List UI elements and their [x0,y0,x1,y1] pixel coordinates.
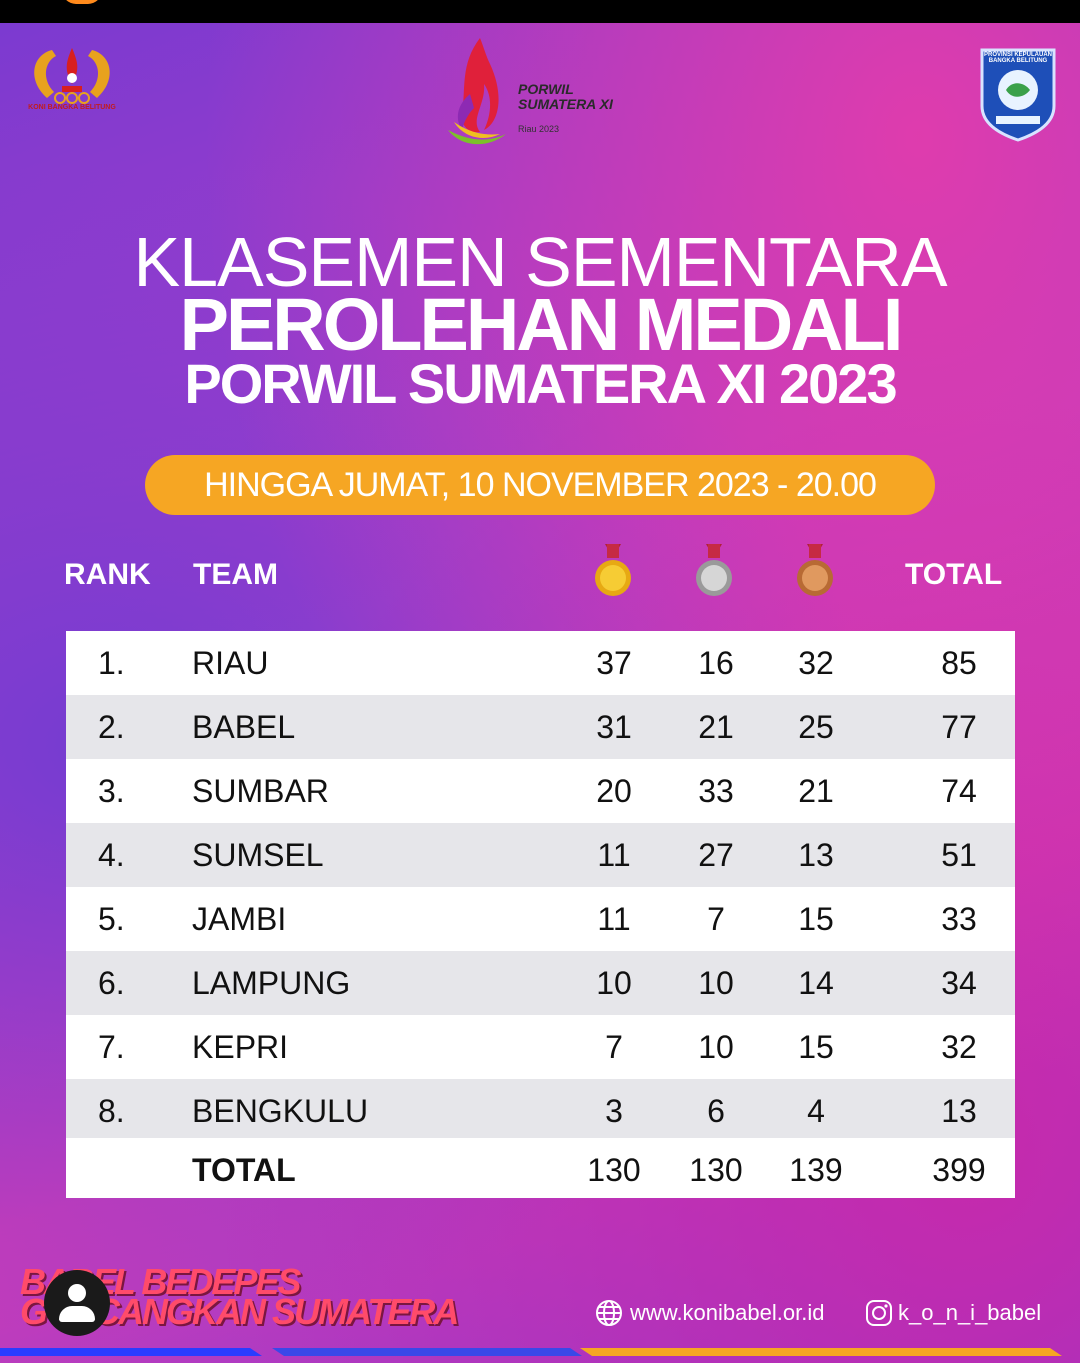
table-row: 1. RIAU 37 16 32 85 [66,631,1015,696]
table-row: 3. SUMBAR 20 33 21 74 [66,759,1015,824]
bronze-cell: 32 [798,645,834,681]
porwil-flame-icon [448,38,506,145]
globe-icon [596,1300,622,1326]
total-cell: 33 [941,901,977,937]
grand-total-cell: 399 [932,1152,986,1188]
gold-cell: 20 [596,773,632,809]
bronze-cell: 25 [798,709,834,745]
bronze-cell: 15 [798,1029,834,1065]
province-logo-caption: PROVINSI KEPULAUAN BANGKA BELITUNG [983,52,1052,64]
title-line-2: PEROLEHAN MEDALI [179,283,904,366]
team-cell: SUMBAR [192,773,329,809]
silver-cell: 27 [698,837,734,873]
silver-cell: 6 [707,1093,725,1129]
header-rank: RANK [64,558,151,591]
total-cell: 32 [941,1029,977,1065]
koni-emblem-icon [34,48,110,104]
team-cell: LAMPUNG [192,965,351,1001]
porwil-logo-line2: SUMATERA XI [518,96,613,112]
rank-cell: 7. [98,1029,125,1065]
silver-cell: 10 [698,965,734,1001]
table-row: 7. KEPRI 7 10 15 32 [66,1015,1015,1080]
bronze-cell: 4 [807,1093,825,1129]
silver-cell: 7 [707,901,725,937]
province-shield-icon [980,48,1056,142]
koni-logo: KONI BANGKA BELITUNG [22,40,122,130]
silver-total-cell: 130 [689,1152,743,1188]
rank-cell: 2. [98,709,125,745]
team-cell: BENGKULU [192,1093,369,1129]
silver-cell: 10 [698,1029,734,1065]
gold-cell: 10 [596,965,632,1001]
koni-logo-caption: KONI BANGKA BELITUNG [28,104,116,111]
instagram-icon [866,1300,892,1326]
gold-cell: 7 [605,1029,623,1065]
instagram-handle[interactable]: k_o_n_i_babel [898,1300,1042,1325]
website-link[interactable]: www.konibabel.or.id [630,1300,825,1325]
medal-table: 1. RIAU 37 16 32 85 2. BABEL 31 21 25 77… [66,631,1015,1198]
bronze-total-cell: 139 [789,1152,843,1188]
avatar-body [59,1306,95,1322]
gold-cell: 11 [597,901,631,937]
silver-cell: 16 [698,645,734,681]
total-cell: 34 [941,965,977,1001]
title-line-1: KLASEMEN SEMENTARA [133,223,947,301]
team-cell: SUMSEL [192,837,324,873]
rank-cell: 4. [98,837,125,873]
footer-stripes [0,1348,1062,1356]
porwil-logo: PORWIL SUMATERA XI Riau 2023 [440,34,640,154]
porwil-logo-text: PORWIL SUMATERA XI [518,82,613,112]
gold-medal-icon [595,544,631,596]
gold-total-cell: 130 [587,1152,641,1188]
rank-cell: 1. [98,645,125,681]
silver-cell: 21 [698,709,734,745]
totals-label: TOTAL [192,1152,296,1188]
header-team: TEAM [193,558,278,591]
gold-cell: 37 [596,645,632,681]
bronze-cell: 14 [798,965,834,1001]
total-cell: 74 [941,773,977,809]
profile-avatar[interactable] [44,1270,110,1336]
story-ring [62,0,102,4]
total-cell: 77 [941,709,977,745]
date-banner: HINGGA JUMAT, 10 NOVEMBER 2023 - 20.00 [145,455,935,515]
header-total: TOTAL [905,558,1003,591]
bronze-cell: 15 [798,901,834,937]
gold-cell: 31 [596,709,632,745]
team-cell: RIAU [192,645,269,681]
gold-cell: 3 [605,1093,623,1129]
top-bar [0,0,1080,23]
bronze-medal-icon [797,544,833,596]
total-cell: 51 [941,837,977,873]
totals-row: TOTAL 130 130 139 399 [66,1138,1015,1198]
bronze-cell: 21 [798,773,834,809]
rank-cell: 3. [98,773,125,809]
porwil-logo-subtext: Riau 2023 [518,124,560,134]
total-cell: 85 [941,645,977,681]
team-cell: JAMBI [192,901,287,937]
rank-cell: 6. [98,965,125,1001]
table-row: 8. BENGKULU 3 6 4 13 [66,1079,1015,1144]
gold-cell: 11 [597,837,631,873]
avatar-head [68,1284,86,1302]
rank-cell: 8. [98,1093,125,1129]
table-row: 2. BABEL 31 21 25 77 [66,695,1015,760]
silver-medal-icon [696,544,732,596]
province-logo: PROVINSI KEPULAUAN BANGKA BELITUNG [978,46,1058,142]
bronze-cell: 13 [798,837,834,873]
table-row: 6. LAMPUNG 10 10 14 34 [66,951,1015,1016]
table-row: 5. JAMBI 11 7 15 33 [66,887,1015,952]
rank-cell: 5. [98,901,125,937]
porwil-logo-line1: PORWIL [518,81,574,97]
total-cell: 13 [941,1093,977,1129]
table-row: 4. SUMSEL 11 27 13 51 [66,823,1015,888]
team-cell: KEPRI [192,1029,289,1065]
silver-cell: 33 [698,773,734,809]
team-cell: BABEL [192,709,296,745]
title-line-3: PORWIL SUMATERA XI 2023 [184,352,897,415]
